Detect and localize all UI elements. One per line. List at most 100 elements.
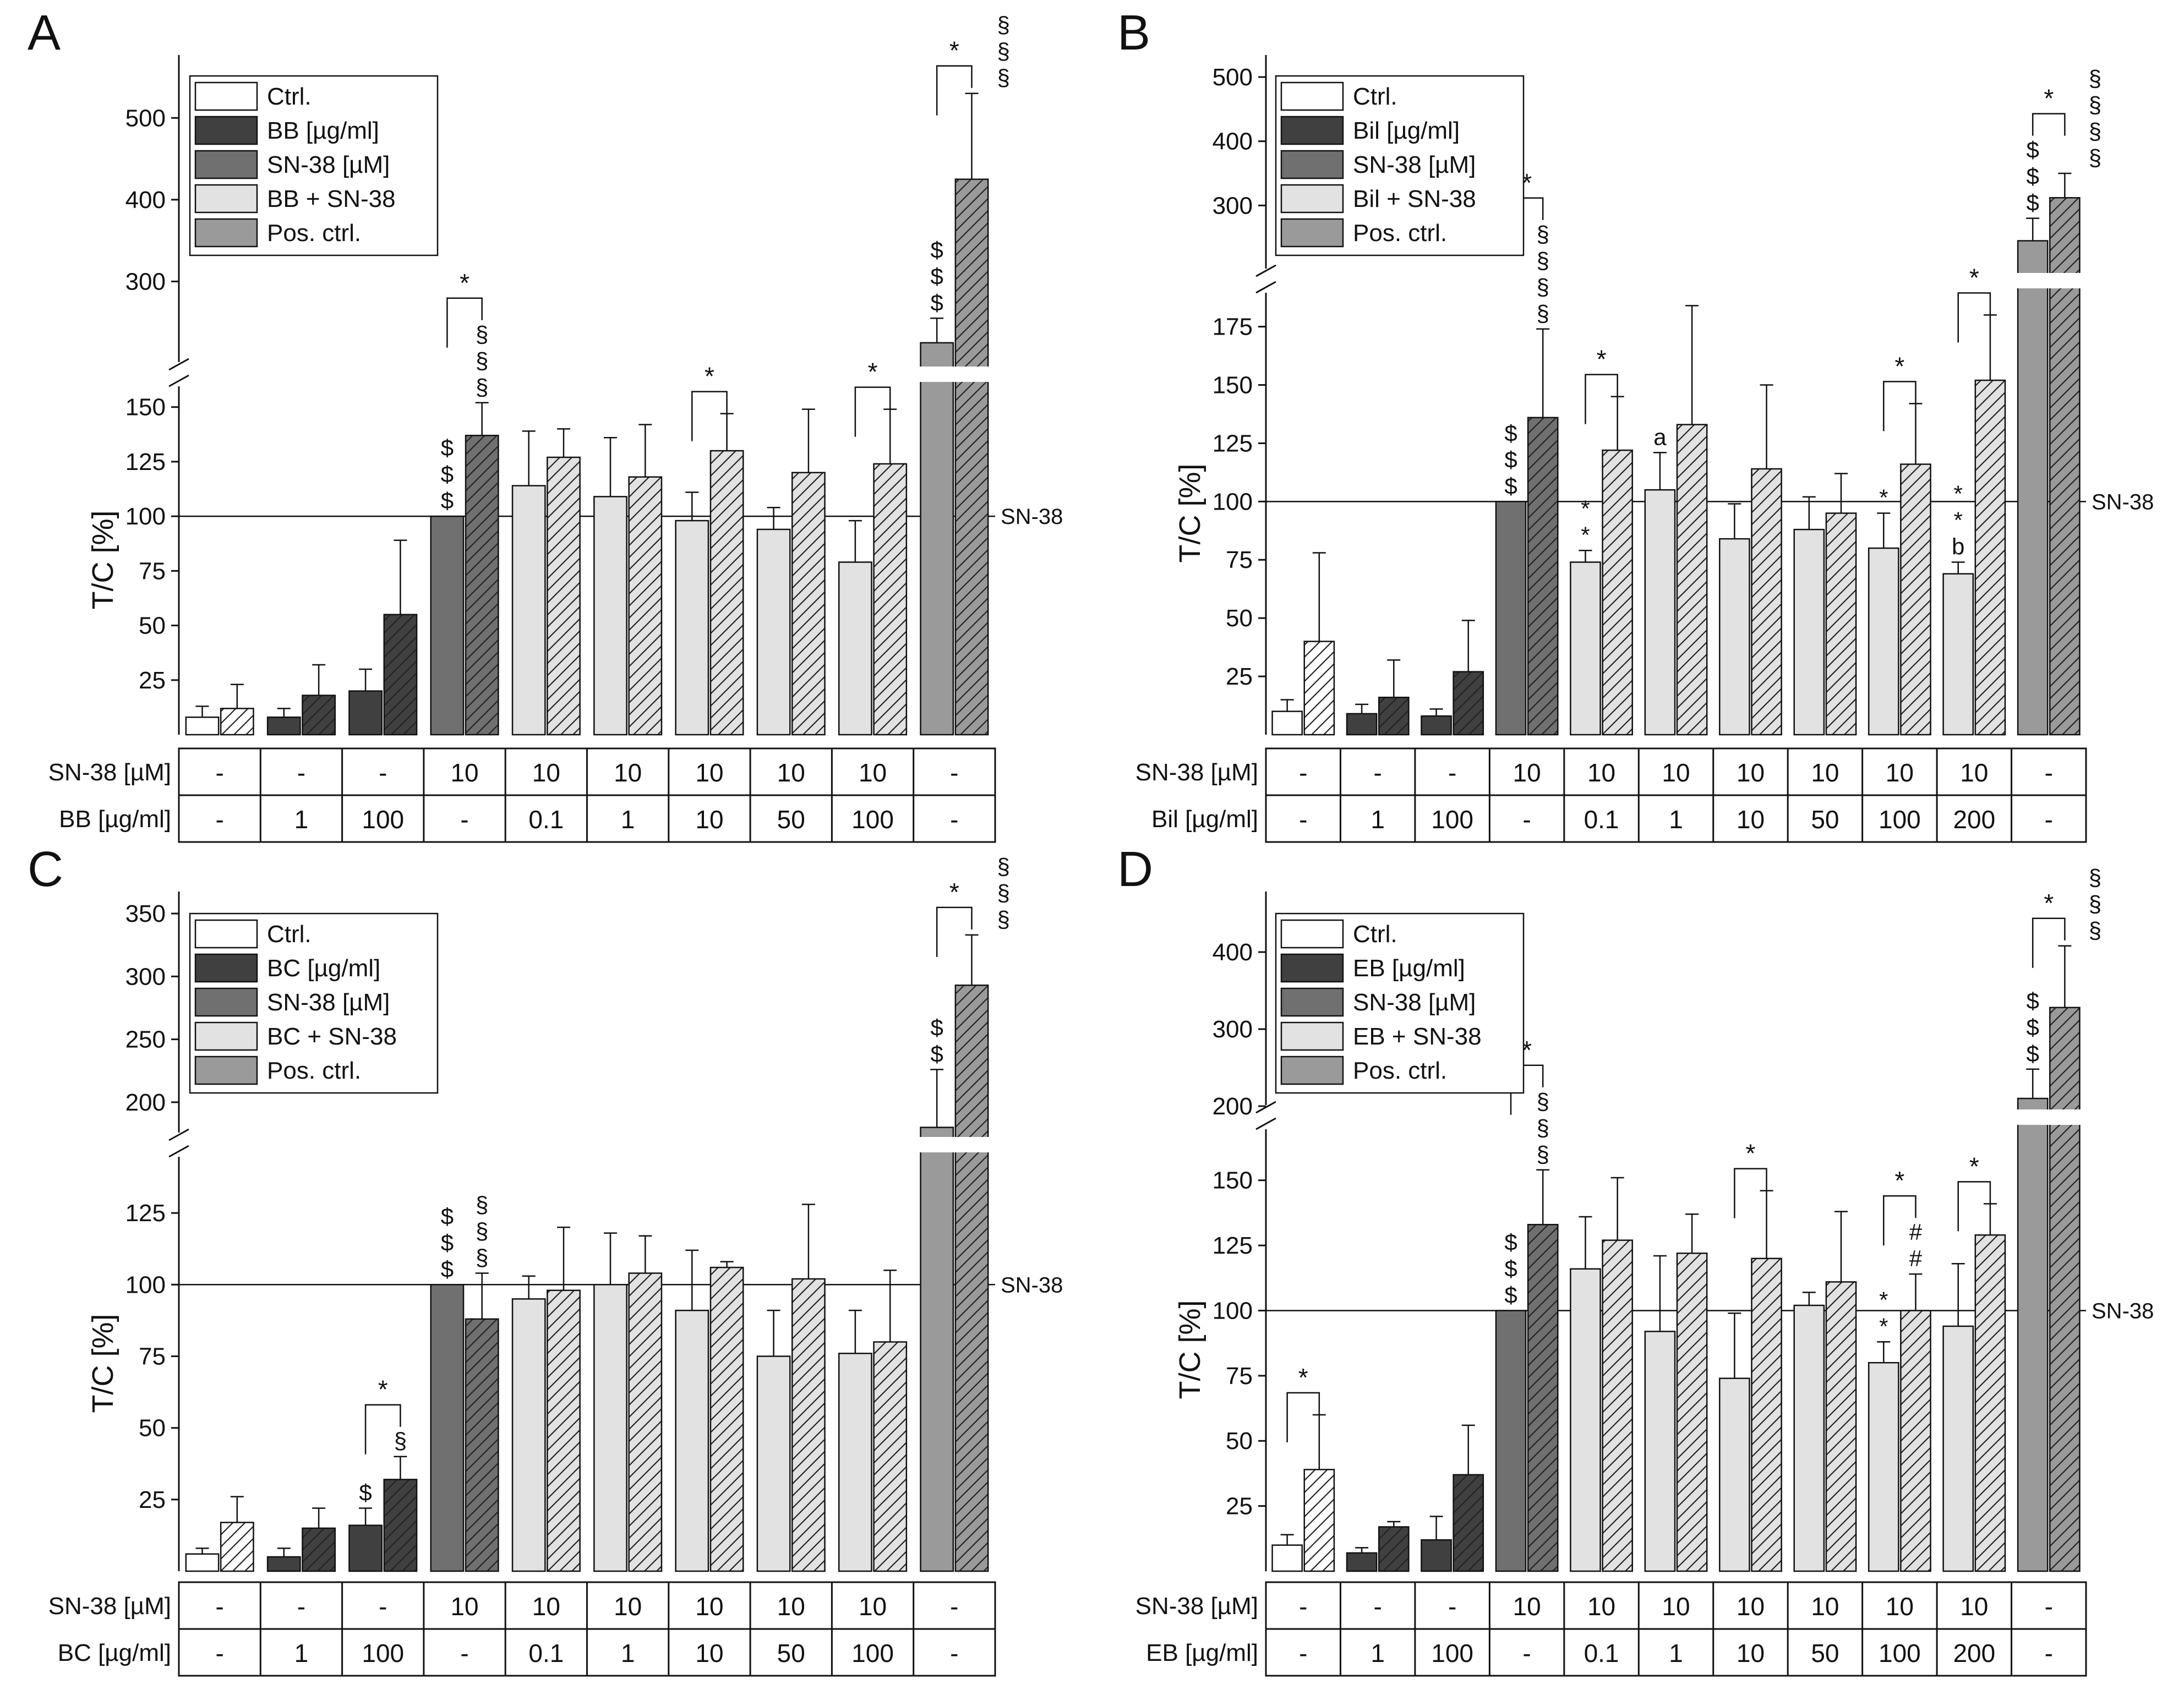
legend-item: Pos. ctrl. — [267, 1057, 361, 1084]
bar-solid — [1495, 501, 1527, 736]
significance-star: * — [705, 362, 714, 391]
significance-bracket — [1734, 1168, 1767, 1218]
y-tick-label: 50 — [1226, 605, 1253, 632]
y-tick-label: 500 — [1213, 64, 1253, 91]
significance-bracket — [446, 297, 483, 348]
y-tick-label: 200 — [1213, 1093, 1253, 1120]
y-tick-label: 100 — [125, 503, 166, 530]
bar-hatched — [383, 1479, 418, 1572]
legend-swatch — [1280, 116, 1344, 145]
sn38-cell: 10 — [1513, 758, 1541, 787]
significance-mark: $ — [1504, 1229, 1517, 1255]
bar-group — [511, 1226, 581, 1572]
significance-bracket — [1286, 1392, 1320, 1442]
significance-mark: § — [2089, 865, 2101, 890]
significance-mark: § — [1537, 300, 1549, 326]
bar-solid — [1868, 547, 1899, 736]
bar-solid — [1719, 538, 1750, 736]
y-tick-label: 300 — [1213, 192, 1253, 219]
sn38-row-label: SN-38 [µM] — [48, 1593, 171, 1620]
legend-swatch — [194, 81, 258, 111]
bar-group: * — [1271, 1363, 1335, 1572]
agent-cell: 50 — [777, 805, 805, 834]
bar-solid — [838, 561, 872, 736]
condition-table: SN-38 [µM]BB [µg/ml]- - -10 10 10 10 10 10 -- 1 10… — [48, 747, 996, 843]
sn38-cell: 10 — [614, 758, 642, 787]
legend-item: Pos. ctrl. — [1353, 220, 1447, 247]
sn38-cell: 10 — [1886, 1592, 1914, 1621]
significance-mark: $ — [441, 1203, 454, 1229]
legend-swatch — [1280, 987, 1344, 1017]
bar-hatched — [709, 1266, 744, 1572]
significance-mark: § — [2089, 92, 2101, 118]
agent-row-label: Bil [µg/ml] — [1151, 806, 1258, 833]
sn38-cell: 10 — [695, 1592, 723, 1621]
agent-cell: 1 — [1371, 1639, 1385, 1667]
legend-swatch — [194, 150, 258, 179]
significance-mark: § — [476, 321, 488, 347]
bar-group — [1719, 384, 1782, 736]
legend-swatch — [194, 919, 258, 949]
significance-mark: * — [1954, 480, 1963, 506]
significance-mark: $ — [441, 1256, 454, 1282]
significance-mark: # — [1909, 1245, 1923, 1271]
agent-cell: - — [950, 1639, 958, 1667]
agent-cell: 1 — [621, 805, 635, 834]
significance-mark: § — [476, 1244, 488, 1270]
bar-solid — [1868, 1362, 1899, 1572]
bar-hatched — [1453, 1474, 1484, 1572]
significance-mark: $ — [441, 461, 454, 487]
legend-item: EB [µg/ml] — [1353, 955, 1465, 982]
significance-mark: $ — [2027, 163, 2039, 189]
bar-hatched — [1825, 1281, 1857, 1572]
significance-mark: $ — [1504, 1255, 1517, 1281]
legend-item: SN-38 [µM] — [1353, 151, 1476, 178]
bar-hatched — [1974, 1234, 2006, 1572]
sn38-cell: 10 — [1587, 758, 1615, 787]
significance-mark: § — [1537, 221, 1549, 247]
bar-hatched — [791, 1278, 826, 1572]
legend-swatch — [194, 116, 258, 145]
bar-group: $$§§§* — [919, 854, 1010, 1572]
agent-cell: - — [215, 1639, 223, 1667]
y-tick-label: 75 — [1226, 1363, 1253, 1390]
bar-break-gap — [919, 367, 990, 382]
legend-item: BB + SN-38 — [267, 185, 396, 212]
agent-cell: 50 — [777, 1639, 805, 1667]
bar-group — [1346, 1521, 1410, 1572]
agent-cell: 1 — [294, 805, 309, 834]
bar-group: $$$§§§ — [430, 1191, 499, 1572]
y-tick-label: 75 — [1226, 546, 1253, 573]
significance-star: * — [1746, 1139, 1756, 1168]
agent-cell: 100 — [851, 805, 894, 834]
significance-mark: § — [394, 1428, 407, 1454]
bar-solid — [593, 1284, 627, 1572]
sn38-cell: 10 — [1960, 1592, 1988, 1621]
significance-mark: § — [1537, 1115, 1549, 1141]
significance-mark: § — [1537, 274, 1549, 300]
significance-bracket — [1883, 381, 1917, 431]
significance-star: * — [1522, 168, 1532, 197]
agent-cell: 10 — [695, 1639, 723, 1667]
agent-cell: 100 — [1879, 1639, 1921, 1667]
y-axis-label: T/C [%] — [1173, 463, 1206, 562]
significance-mark: $ — [931, 263, 943, 289]
sn38-cell: 10 — [859, 1592, 887, 1621]
bar-solid — [675, 520, 709, 736]
bar-group: **##* — [1868, 1166, 1931, 1572]
bar-solid — [756, 1355, 791, 1572]
legend-swatch — [1280, 184, 1344, 214]
y-tick-label: 400 — [125, 187, 166, 214]
significance-mark: § — [997, 854, 1009, 879]
legend-item: SN-38 [µM] — [1353, 989, 1476, 1016]
axis-break-mark — [1255, 264, 1276, 294]
bar-group — [1271, 552, 1335, 736]
condition-table: SN-38 [µM]BC [µg/ml]- - -10 10 10 10 10 10 -- 1 10… — [48, 1581, 996, 1677]
y-tick-label: 400 — [1213, 128, 1253, 155]
agent-cell: 1 — [1371, 805, 1385, 834]
legend-swatch — [194, 184, 258, 214]
bar-solid — [348, 1524, 383, 1572]
